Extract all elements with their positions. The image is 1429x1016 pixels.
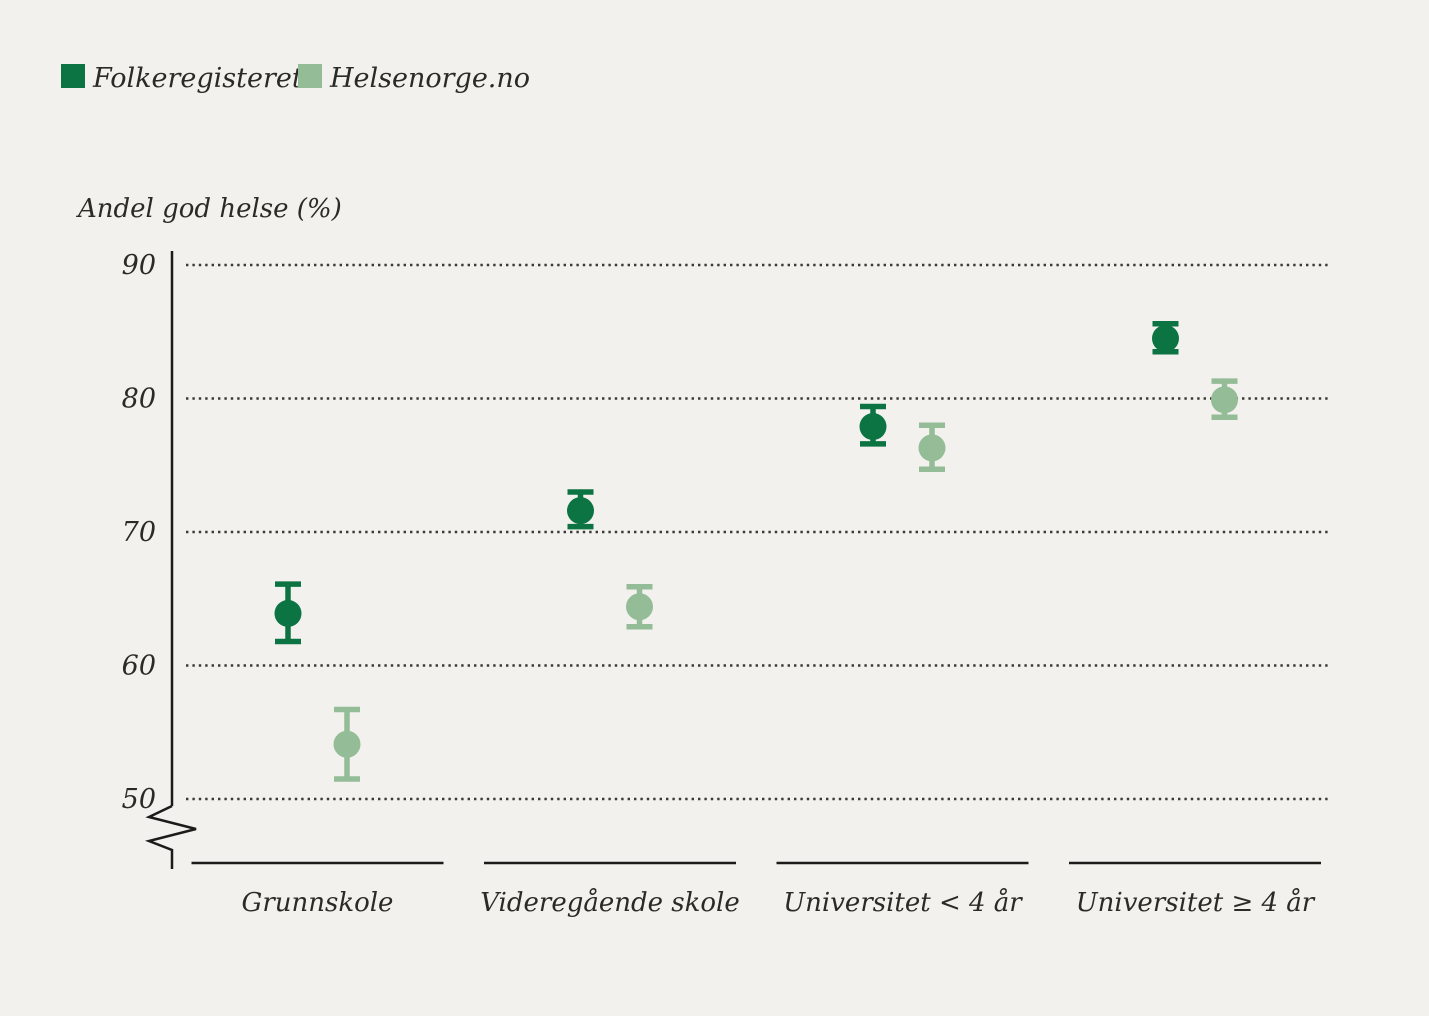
y-tick-label-70: 70 [122, 517, 156, 548]
data-point-helsenorge-no-2 [626, 593, 653, 621]
y-tick-label-80: 80 [122, 384, 156, 415]
category-label-2: Videregående skole [480, 887, 740, 918]
category-label-3: Universitet < 4 år [783, 887, 1023, 918]
plot-area: 90 80 70 60 50 Grunnskole Videregående skole Un… [122, 250, 1329, 918]
y-tick-label-60: 60 [122, 651, 156, 682]
data-point-helsenorge-no-4 [1211, 386, 1238, 414]
y-tick-label-50: 50 [122, 784, 156, 815]
data-point-helsenorge-no-1 [333, 730, 361, 758]
legend-label-folkeregisteret: Folkeregisteret [92, 63, 303, 94]
data-point-folkeregisteret-2 [567, 497, 594, 525]
legend-swatch-helsenorge [298, 64, 322, 88]
category-label-1: Grunnskole [242, 888, 394, 918]
category-label-4: Universitet ≥ 4 år [1076, 887, 1316, 918]
data-point-folkeregisteret-4 [1152, 324, 1179, 352]
data-point-helsenorge-no-3 [918, 434, 946, 462]
y-axis-break [144, 804, 197, 869]
y-tick-label-90: 90 [122, 250, 156, 281]
legend: Folkeregisteret Helsenorge.no [61, 63, 530, 94]
data-point-folkeregisteret-3 [859, 413, 887, 441]
data-point-folkeregisteret-1 [274, 599, 302, 627]
legend-label-helsenorge: Helsenorge.no [329, 63, 530, 94]
legend-swatch-folkeregisteret [61, 64, 85, 88]
y-axis-title: Andel god helse (%) [76, 194, 342, 224]
